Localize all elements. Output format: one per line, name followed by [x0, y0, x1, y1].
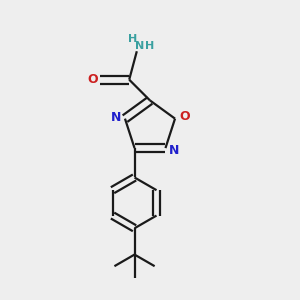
Text: H: H: [145, 41, 154, 51]
Text: O: O: [179, 110, 190, 123]
Text: H: H: [128, 34, 137, 44]
Text: N: N: [111, 111, 122, 124]
Text: N: N: [135, 41, 144, 51]
Text: N: N: [169, 144, 179, 157]
Text: O: O: [88, 73, 98, 86]
